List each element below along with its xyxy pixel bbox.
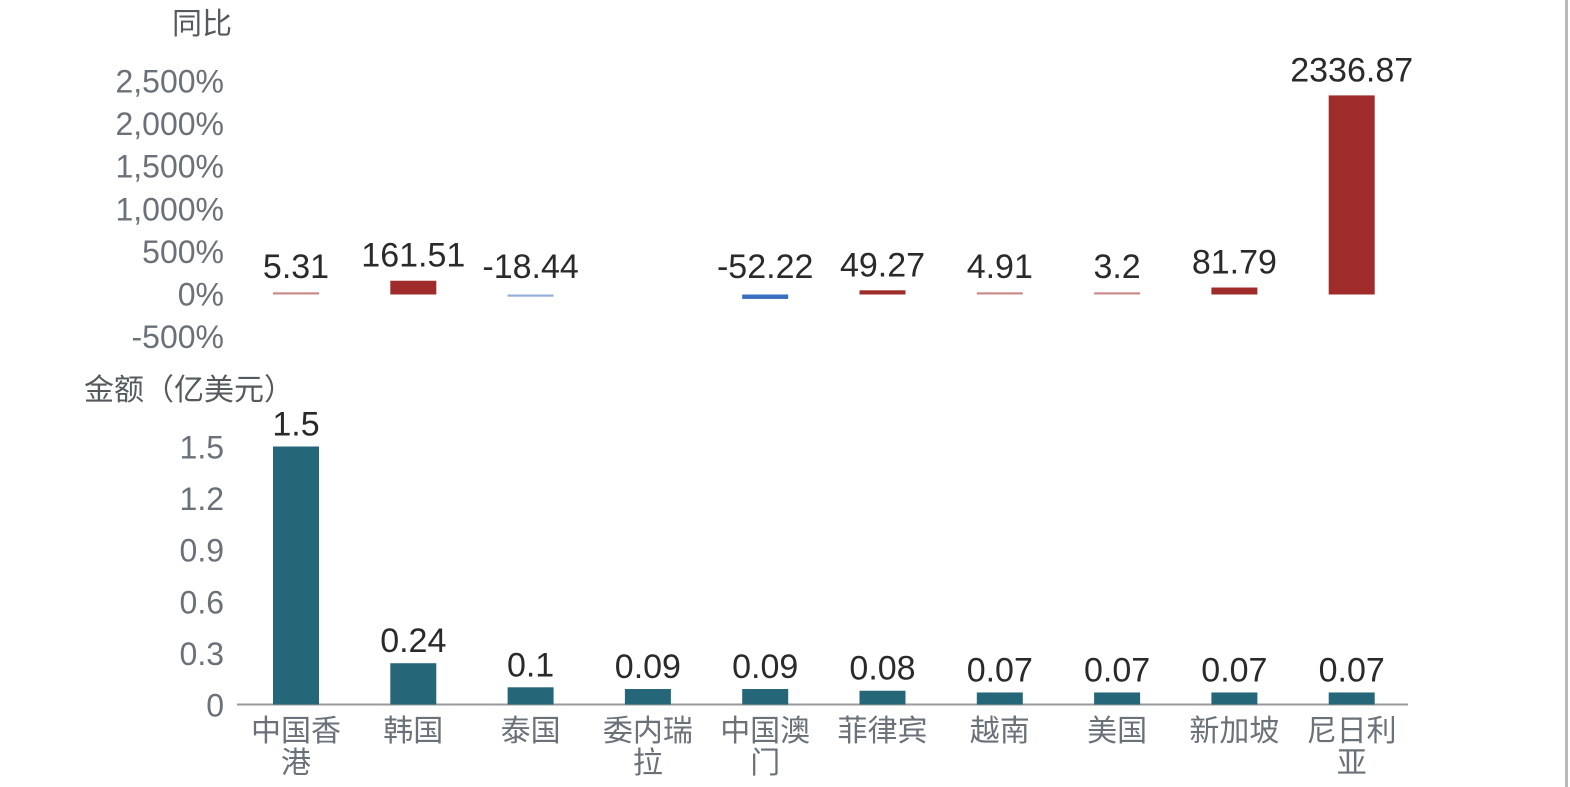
- bottom-data-label: 0.07: [1201, 651, 1267, 689]
- top-ytick-label: 1,500%: [115, 149, 224, 185]
- top-data-label: 4.91: [967, 248, 1033, 286]
- top-bar: [742, 294, 789, 299]
- top-bar: [1328, 95, 1375, 295]
- top-bar: [1211, 287, 1258, 295]
- top-bar: [273, 292, 319, 295]
- category-label: 尼日利亚: [1307, 714, 1397, 781]
- category-label: 新加坡: [1189, 714, 1279, 749]
- top-chart-bars: [273, 95, 1375, 299]
- top-bar: [1094, 292, 1141, 295]
- bottom-ytick-label: 0.6: [180, 584, 224, 620]
- top-ytick-label: 2,500%: [115, 64, 224, 100]
- category-label: 韩国: [383, 714, 443, 749]
- top-chart-yaxis: 2,500% 2,000% 1,500% 1,000% 500% 0% -500%: [115, 64, 224, 356]
- category-label: 美国: [1087, 714, 1147, 749]
- bottom-ytick-label: 0.9: [180, 533, 224, 569]
- top-data-label: 3.2: [1093, 248, 1140, 286]
- bottom-ytick-label: 1.2: [180, 481, 224, 517]
- top-chart-data-labels: 5.31 161.51 -18.44 -52.22 49.27 4.91 3.2 81.79 2…: [263, 51, 1413, 286]
- bottom-ytick-label: 1.5: [180, 430, 224, 466]
- top-bar: [507, 294, 554, 297]
- bottom-bar: [1094, 692, 1141, 705]
- bottom-bar: [859, 690, 906, 705]
- category-label: 菲律宾: [838, 714, 928, 749]
- category-label: 泰国: [501, 714, 561, 749]
- bottom-bar: [1328, 692, 1375, 705]
- bottom-chart-data-labels: 1.5 0.24 0.1 0.09 0.09 0.08 0.07 0.07 0.07 0.07: [272, 406, 1384, 690]
- bottom-bar: [507, 687, 554, 705]
- category-label: 中国香港: [251, 714, 341, 781]
- top-ytick-label: 0%: [178, 277, 224, 313]
- bottom-ytick-label: 0.3: [180, 636, 224, 672]
- category-label: 越南: [970, 714, 1030, 749]
- bottom-bar: [1211, 692, 1258, 705]
- top-data-label: 81.79: [1192, 244, 1277, 282]
- category-label: 委内瑞拉: [603, 714, 693, 781]
- bottom-bar: [976, 692, 1023, 705]
- bottom-bar: [273, 446, 319, 705]
- top-bar: [859, 290, 906, 295]
- bottom-data-label: 0.07: [967, 651, 1033, 689]
- bottom-chart-ylabel: 金额（亿美元）: [84, 373, 294, 408]
- bottom-bar: [624, 689, 671, 705]
- top-chart-ylabel: 同比: [172, 7, 232, 42]
- bottom-data-label: 0.07: [1319, 651, 1385, 689]
- bottom-chart-bars: [273, 446, 1375, 705]
- top-data-label: 161.51: [361, 237, 465, 275]
- bottom-data-label: 1.5: [272, 406, 319, 444]
- top-ytick-label: -500%: [132, 319, 225, 355]
- top-data-label: -18.44: [482, 248, 578, 286]
- top-bar: [390, 280, 437, 295]
- top-data-label: 5.31: [263, 248, 329, 286]
- bottom-chart-yaxis: 1.5 1.2 0.9 0.6 0.3 0: [180, 430, 224, 724]
- top-ytick-label: 1,000%: [115, 191, 224, 227]
- top-data-label: 2336.87: [1290, 51, 1413, 89]
- bottom-ytick-label: 0: [206, 688, 224, 724]
- bottom-bar: [390, 663, 437, 705]
- bottom-data-label: 0.08: [849, 650, 915, 688]
- top-ytick-label: 2,000%: [115, 106, 224, 142]
- bottom-data-label: 0.1: [507, 646, 554, 684]
- top-data-label: -52.22: [717, 248, 813, 286]
- top-ytick-label: 500%: [142, 234, 224, 270]
- bottom-data-label: 0.09: [615, 648, 681, 686]
- bottom-data-label: 0.24: [380, 622, 446, 660]
- bottom-bar: [742, 689, 789, 705]
- top-data-label: 49.27: [840, 246, 925, 284]
- bottom-data-label: 0.09: [732, 648, 798, 686]
- top-bar: [976, 292, 1023, 295]
- right-edge-divider: [1565, 0, 1568, 787]
- bottom-data-label: 0.07: [1084, 651, 1150, 689]
- category-label: 中国澳门: [720, 714, 810, 781]
